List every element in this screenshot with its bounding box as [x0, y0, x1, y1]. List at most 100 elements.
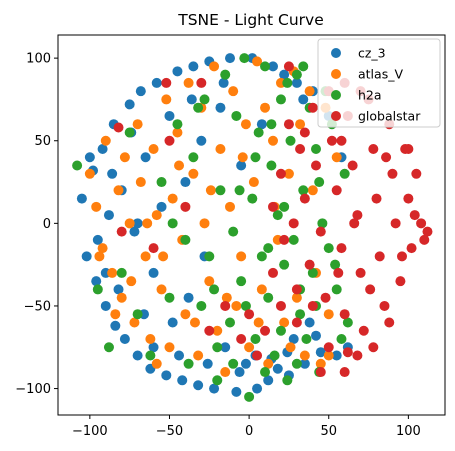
- point-h2a-10: [180, 234, 191, 245]
- point-atlas_V-16: [156, 284, 167, 295]
- point-globalstar-13: [326, 135, 337, 146]
- point-h2a-26: [250, 334, 261, 344]
- point-globalstar-9: [311, 160, 321, 171]
- point-h2a-15: [204, 251, 215, 262]
- point-atlas_V-50: [291, 292, 302, 303]
- point-globalstar-62: [339, 367, 350, 378]
- point-h2a-13: [196, 300, 207, 311]
- point-atlas_V-63: [158, 251, 169, 262]
- point-cz_3-74: [132, 218, 143, 229]
- point-cz_3-29: [196, 135, 207, 146]
- point-h2a-1: [92, 284, 103, 295]
- point-h2a-19: [225, 317, 235, 328]
- point-cz_3-47: [288, 334, 299, 344]
- point-h2a-56: [228, 358, 239, 369]
- point-h2a-27: [253, 127, 264, 138]
- point-atlas_V-6: [116, 292, 127, 303]
- point-globalstar-46: [275, 300, 286, 311]
- point-cz_3-41: [256, 119, 267, 130]
- point-cz_3-42: [263, 375, 274, 386]
- point-globalstar-65: [283, 61, 294, 72]
- point-atlas_V-73: [151, 358, 162, 369]
- point-cz_3-22: [167, 317, 178, 328]
- point-cz_3-15: [140, 152, 151, 163]
- point-atlas_V-0: [84, 168, 95, 179]
- point-atlas_V-12: [140, 251, 151, 262]
- point-globalstar-54: [204, 325, 215, 336]
- legend: cz_3 atlas_V h2a globalstar: [317, 38, 441, 128]
- point-atlas_V-74: [323, 350, 334, 361]
- point-cz_3-12: [129, 226, 140, 237]
- point-h2a-42: [301, 334, 312, 344]
- point-globalstar-15: [336, 243, 347, 254]
- point-globalstar-8: [307, 102, 318, 113]
- point-cz_3-21: [164, 110, 175, 121]
- point-cz_3-59: [113, 284, 124, 295]
- point-cz_3-35: [225, 53, 235, 64]
- point-atlas_V-10: [132, 119, 143, 130]
- point-cz_3-45: [279, 69, 290, 80]
- point-globalstar-32: [403, 193, 414, 204]
- point-h2a-71: [330, 259, 341, 270]
- point-cz_3-38: [240, 358, 251, 369]
- point-atlas_V-27: [199, 218, 210, 229]
- point-globalstar-14: [331, 185, 342, 196]
- point-atlas_V-4: [107, 267, 118, 278]
- point-cz_3-34: [220, 342, 231, 353]
- point-atlas_V-54: [307, 185, 318, 196]
- point-h2a-35: [279, 259, 290, 270]
- point-cz_3-23: [172, 66, 183, 77]
- point-h2a-4: [124, 127, 135, 138]
- point-cz_3-19: [156, 201, 167, 212]
- point-globalstar-23: [368, 144, 379, 154]
- point-atlas_V-36: [236, 251, 247, 262]
- point-h2a-34: [275, 94, 286, 105]
- point-globalstar-72: [409, 210, 420, 221]
- point-cz_3-25: [180, 177, 191, 188]
- point-globalstar-49: [260, 325, 271, 336]
- chart-title: TSNE - Light Curve: [177, 11, 323, 29]
- legend-box: [317, 38, 441, 128]
- point-h2a-7: [156, 177, 167, 188]
- point-cz_3-28: [193, 380, 204, 391]
- legend-marker-h2a: [331, 90, 341, 100]
- point-h2a-6: [145, 350, 156, 361]
- x-tick-label: 100: [396, 424, 421, 439]
- point-h2a-12: [188, 152, 199, 163]
- point-atlas_V-20: [172, 127, 183, 138]
- point-h2a-9: [172, 119, 183, 130]
- point-h2a-25: [247, 193, 258, 204]
- point-cz_3-4: [97, 144, 108, 154]
- point-cz_3-18: [151, 77, 162, 88]
- point-cz_3-54: [331, 350, 342, 361]
- point-h2a-11: [183, 358, 194, 369]
- point-globalstar-58: [116, 226, 127, 237]
- point-cz_3-37: [236, 160, 247, 171]
- legend-marker-globalstar: [331, 111, 341, 121]
- point-h2a-57: [260, 367, 271, 378]
- x-tick-label: −100: [72, 424, 108, 439]
- point-globalstar-35: [416, 218, 427, 229]
- point-atlas_V-17: [161, 94, 172, 105]
- point-atlas_V-67: [221, 292, 232, 303]
- point-h2a-70: [314, 177, 325, 188]
- point-atlas_V-68: [237, 152, 248, 163]
- point-globalstar-33: [406, 243, 417, 254]
- point-cz_3-10: [119, 334, 130, 344]
- point-atlas_V-43: [263, 358, 274, 369]
- y-tick-label: 50: [34, 134, 51, 149]
- point-h2a-66: [250, 152, 261, 163]
- y-tick-label: 100: [26, 52, 51, 67]
- point-h2a-21: [231, 110, 242, 121]
- point-h2a-22: [236, 276, 247, 287]
- legend-label-cz_3: cz_3: [358, 46, 386, 61]
- y-tick-label: −100: [15, 382, 51, 397]
- point-h2a-31: [266, 160, 277, 171]
- point-h2a-67: [266, 119, 277, 130]
- point-atlas_V-34: [228, 86, 239, 97]
- point-atlas_V-1: [91, 201, 102, 212]
- point-cz_3-58: [107, 168, 118, 179]
- point-globalstar-71: [403, 144, 414, 154]
- point-h2a-69: [298, 61, 309, 72]
